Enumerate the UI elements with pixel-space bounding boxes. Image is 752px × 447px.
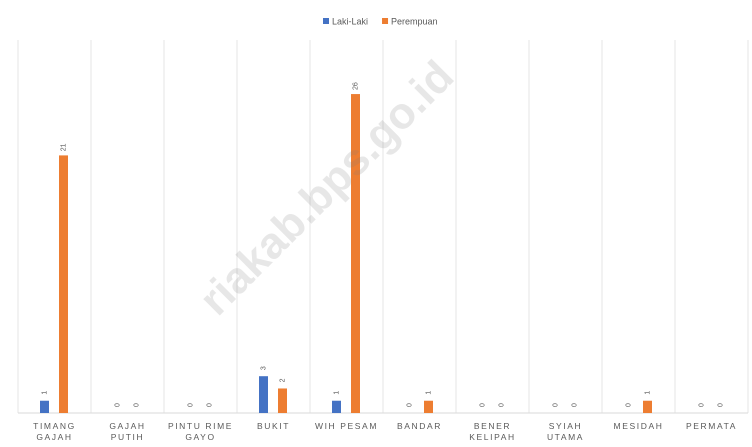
- bar: [59, 155, 68, 413]
- data-label: 0: [406, 403, 413, 407]
- x-tick-label: BENER KELIPAH: [469, 421, 516, 442]
- data-label: 0: [552, 403, 559, 407]
- data-label: 21: [60, 143, 67, 151]
- data-label: 0: [717, 403, 724, 407]
- data-label: 2: [279, 378, 286, 382]
- data-label: 0: [498, 403, 505, 407]
- data-label: 0: [206, 403, 213, 407]
- data-label: 0: [479, 403, 486, 407]
- bar: [424, 400, 433, 413]
- x-tick-label: TIMANG GAJAH: [33, 421, 76, 442]
- x-tick-label: PERMATA: [685, 421, 738, 431]
- legend-swatch: [382, 18, 389, 24]
- data-label: 0: [625, 403, 632, 407]
- bar: [643, 400, 652, 413]
- data-label: 0: [698, 403, 705, 407]
- bar: [332, 400, 341, 413]
- data-label: 0: [133, 403, 140, 407]
- bar: [40, 400, 49, 413]
- x-tick-label: GAJAH PUTIH: [109, 421, 146, 442]
- data-label: 1: [41, 391, 48, 395]
- data-label: 1: [333, 391, 340, 395]
- legend-swatch: [323, 18, 329, 24]
- x-tick-label: BANDAR: [396, 421, 443, 431]
- data-label: 26: [352, 82, 359, 90]
- data-label: 3: [260, 366, 267, 370]
- x-tick-label: SYIAH UTAMA: [546, 421, 585, 442]
- bar: [259, 376, 268, 413]
- data-label: 0: [187, 403, 194, 407]
- x-tick-label: BUKIT: [256, 421, 291, 431]
- data-label: 1: [644, 391, 651, 395]
- x-tick-label: PINTU RIME GAYO: [167, 421, 234, 442]
- bar: [278, 388, 287, 413]
- x-tick-label: MESIDAH: [613, 421, 664, 431]
- bar: [351, 94, 360, 414]
- data-label: 0: [114, 403, 121, 407]
- x-tick-label: WIH PESAM: [314, 421, 379, 431]
- data-label: 1: [425, 391, 432, 395]
- data-label: 0: [571, 403, 578, 407]
- legend-label: Perempuan: [391, 17, 438, 27]
- legend-label: Laki-Laki: [332, 17, 368, 27]
